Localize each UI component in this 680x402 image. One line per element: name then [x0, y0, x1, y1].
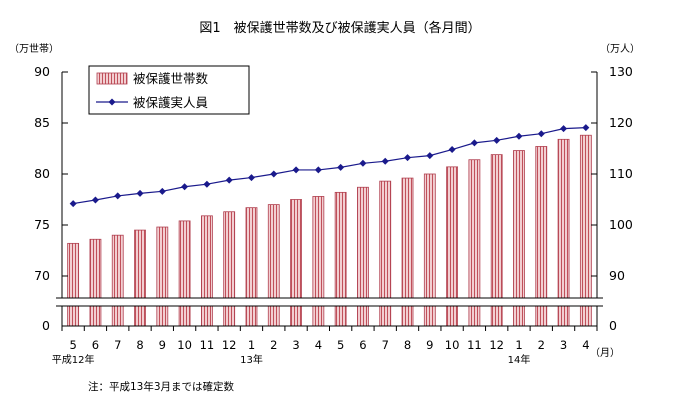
- x-tick-label: 5: [337, 338, 344, 352]
- line-point-persons: [448, 146, 456, 154]
- line-point-persons: [381, 157, 389, 165]
- x-year-label: 平成12年: [52, 353, 95, 366]
- line-point-persons: [225, 176, 233, 184]
- bar-households: [134, 229, 146, 327]
- x-year-label: 13年: [240, 353, 263, 366]
- x-tick-label: 11: [467, 338, 482, 352]
- legend-bar-label: 被保護世帯数: [133, 71, 209, 86]
- bar-households: [89, 238, 102, 327]
- line-point-persons: [181, 183, 189, 191]
- bar-households: [267, 204, 280, 327]
- legend: 被保護世帯数 被保護実人員: [88, 65, 250, 115]
- bar-households: [579, 134, 592, 327]
- line-point-persons: [537, 130, 545, 138]
- x-tick-label: 3: [560, 338, 567, 352]
- x-tick-label: 10: [445, 338, 460, 352]
- line-point-persons: [292, 166, 300, 174]
- line-point-persons: [470, 139, 478, 147]
- right-axis-tick-label: 130: [609, 64, 633, 79]
- right-axis-unit: （万人）: [600, 43, 640, 55]
- line-persons: [73, 126, 586, 205]
- line-point-persons: [136, 189, 144, 197]
- x-tick-label: 8: [404, 338, 411, 352]
- bar-households: [67, 242, 80, 327]
- line-point-persons: [359, 159, 367, 167]
- line-point-persons: [426, 152, 434, 160]
- x-tick-label: 4: [315, 338, 322, 352]
- x-tick-label: 5: [69, 338, 76, 352]
- line-point-persons: [69, 200, 77, 208]
- x-tick-label: 6: [359, 338, 366, 352]
- line-point-persons: [247, 174, 255, 182]
- legend-bar-swatch: [96, 72, 128, 85]
- x-tick-label: 4: [582, 338, 589, 352]
- bar-households: [223, 211, 236, 327]
- legend-line-marker: [108, 98, 116, 106]
- line-point-persons: [337, 163, 345, 171]
- x-tick-label: 3: [292, 338, 299, 352]
- x-tick-label: 6: [92, 338, 99, 352]
- x-tick-label: 11: [200, 338, 215, 352]
- left-axis-tick-label: 70: [34, 268, 50, 283]
- bar-households: [245, 207, 258, 327]
- line-point-persons: [91, 196, 99, 204]
- footnote: 注：平成13年3月までは確定数: [88, 380, 235, 393]
- x-tick-label: 10: [177, 338, 192, 352]
- line-point-persons: [560, 125, 568, 133]
- chart-title: 図1 被保護世帯数及び被保護実人員（各月間）: [199, 20, 480, 36]
- right-axis-tick-label: 120: [609, 115, 633, 130]
- line-point-persons: [493, 136, 501, 144]
- left-axis-tick-label: 80: [34, 166, 50, 181]
- x-tick-label: 2: [270, 338, 277, 352]
- bar-households: [178, 220, 191, 327]
- right-axis-tick-label: 90: [609, 268, 625, 283]
- left-axis-tick-label: 85: [34, 115, 50, 130]
- x-tick-label: 1: [515, 338, 522, 352]
- x-tick-label: 9: [426, 338, 433, 352]
- x-tick-label: 12: [222, 338, 237, 352]
- x-tick-label: 9: [159, 338, 166, 352]
- right-axis-tick-label: 100: [609, 217, 633, 232]
- line-point-persons: [158, 187, 166, 195]
- x-tick-label: 7: [382, 338, 389, 352]
- right-axis-tick-label: 110: [609, 166, 633, 181]
- x-year-label: 14年: [508, 353, 531, 366]
- right-axis-zero-label: 0: [609, 318, 617, 333]
- x-tick-label: 8: [136, 338, 143, 352]
- line-point-persons: [203, 180, 211, 188]
- x-tick-label: 1: [248, 338, 255, 352]
- line-point-persons: [270, 170, 278, 178]
- bar-households: [290, 199, 302, 327]
- bar-households: [111, 234, 124, 327]
- left-axis-unit: （万世帯）: [9, 42, 59, 55]
- left-axis-zero-label: 0: [42, 318, 50, 333]
- x-tick-label: 2: [538, 338, 545, 352]
- bar-households: [156, 226, 169, 327]
- line-point-persons: [314, 166, 322, 174]
- x-tick-label: 7: [114, 338, 121, 352]
- line-point-persons: [404, 154, 412, 162]
- x-tick-label: 12: [489, 338, 504, 352]
- bar-households: [312, 196, 325, 327]
- x-axis-unit: （月）: [590, 347, 620, 359]
- legend-line-label: 被保護実人員: [133, 95, 209, 110]
- axis-break-gap: [56, 298, 603, 306]
- line-point-persons: [114, 192, 122, 200]
- bar-households: [200, 215, 213, 327]
- left-axis-tick-label: 75: [34, 217, 50, 232]
- left-axis-tick-label: 90: [34, 64, 50, 79]
- line-point-persons: [582, 124, 590, 132]
- line-point-persons: [515, 132, 523, 140]
